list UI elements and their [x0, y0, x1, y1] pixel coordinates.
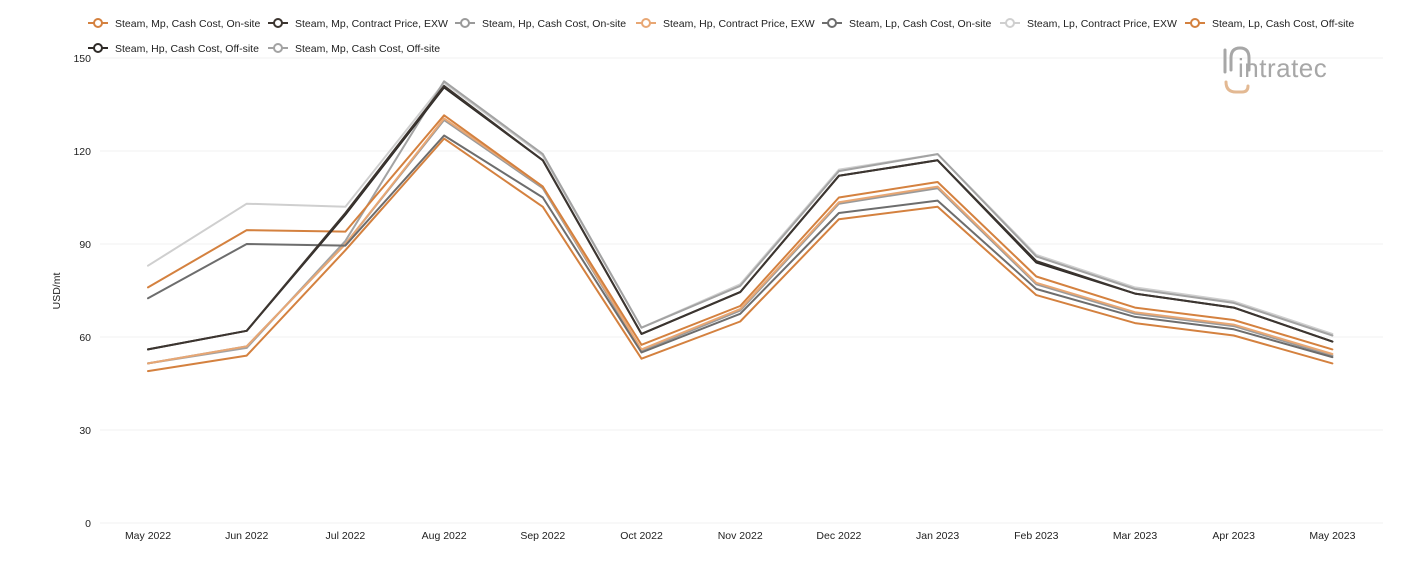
y-tick-label: 60	[79, 332, 91, 344]
intratec-logo-icon	[1223, 46, 1251, 94]
legend-item[interactable]: Steam, Hp, Cash Cost, On-site	[455, 18, 626, 30]
gridlines	[100, 57, 1383, 524]
x-tick-label: May 2023	[1309, 530, 1355, 542]
legend-item[interactable]: Steam, Hp, Contract Price, EXW	[636, 18, 815, 30]
legend-swatch-marker	[1190, 18, 1200, 28]
legend-item[interactable]: Steam, Lp, Contract Price, EXW	[1000, 18, 1177, 30]
series-line-4	[147, 134, 1334, 359]
y-tick-label: 120	[73, 146, 91, 158]
legend-item[interactable]: Steam, Lp, Cash Cost, On-site	[822, 18, 992, 30]
legend-label: Steam, Mp, Cash Cost, Off-site	[295, 43, 440, 55]
series-line-1	[147, 84, 1334, 351]
legend-swatch-marker	[827, 18, 837, 28]
series-line-3	[147, 117, 1334, 365]
legend-label: Steam, Lp, Cash Cost, On-site	[849, 18, 992, 30]
x-tick-label: Feb 2023	[1014, 530, 1059, 542]
legend-item[interactable]: Steam, Mp, Cash Cost, On-site	[88, 18, 260, 30]
legend-label: Steam, Hp, Contract Price, EXW	[663, 18, 815, 30]
legend-label: Steam, Hp, Cash Cost, Off-site	[115, 43, 259, 55]
x-tick-label: Aug 2022	[422, 530, 467, 542]
x-tick-label: Jul 2022	[326, 530, 366, 542]
legend-swatch-marker	[460, 18, 470, 28]
legend-item[interactable]: Steam, Mp, Cash Cost, Off-site	[268, 43, 440, 55]
legend-item[interactable]: Steam, Mp, Contract Price, EXW	[268, 18, 448, 30]
legend-label: Steam, Lp, Contract Price, EXW	[1027, 18, 1177, 30]
legend-swatch-marker	[273, 43, 283, 53]
y-tick-label: 0	[85, 518, 91, 530]
y-tick-label: 150	[73, 53, 91, 65]
legend-swatch-marker	[93, 18, 103, 28]
x-tick-label: Apr 2023	[1212, 530, 1255, 542]
x-tick-label: May 2022	[125, 530, 171, 542]
series-line-2	[147, 119, 1334, 365]
y-axis-ticks: 0 30 60 90 120 150	[73, 53, 91, 530]
legend-swatch-marker	[1005, 18, 1015, 28]
x-tick-label: Oct 2022	[620, 530, 663, 542]
y-tick-label: 30	[79, 425, 91, 437]
series-line-8	[147, 80, 1334, 365]
series-line-6	[147, 137, 1334, 373]
series-lines	[147, 80, 1334, 373]
legend-swatch-marker	[641, 18, 651, 28]
y-tick-label: 90	[79, 239, 91, 251]
legend-swatch-marker	[93, 43, 103, 53]
x-tick-label: Nov 2022	[718, 530, 763, 542]
y-axis-title: USD/mt	[51, 273, 63, 310]
series-line-5	[147, 81, 1334, 335]
legend-item[interactable]: Steam, Lp, Cash Cost, Off-site	[1185, 18, 1354, 30]
series-line-0	[147, 114, 1334, 351]
legend-label: Steam, Hp, Cash Cost, On-site	[482, 18, 626, 30]
legend-item[interactable]: Steam, Hp, Cash Cost, Off-site	[88, 43, 259, 55]
x-tick-label: Sep 2022	[520, 530, 565, 542]
legend-label: Steam, Lp, Cash Cost, Off-site	[1212, 18, 1354, 30]
legend: Steam, Mp, Cash Cost, On-site Steam, Mp, …	[88, 18, 1354, 55]
logo-text: intratec	[1238, 53, 1327, 83]
legend-label: Steam, Mp, Cash Cost, On-site	[115, 18, 260, 30]
x-axis-ticks: May 2022 Jun 2022 Jul 2022 Aug 2022 Sep 2022…	[125, 530, 1356, 542]
legend-label: Steam, Mp, Contract Price, EXW	[295, 18, 448, 30]
legend-swatch-marker	[273, 18, 283, 28]
x-tick-label: Jan 2023	[916, 530, 959, 542]
x-tick-label: Jun 2022	[225, 530, 268, 542]
x-tick-label: Dec 2022	[816, 530, 861, 542]
x-tick-label: Mar 2023	[1113, 530, 1158, 542]
intratec-logo: intratec	[1223, 46, 1327, 94]
